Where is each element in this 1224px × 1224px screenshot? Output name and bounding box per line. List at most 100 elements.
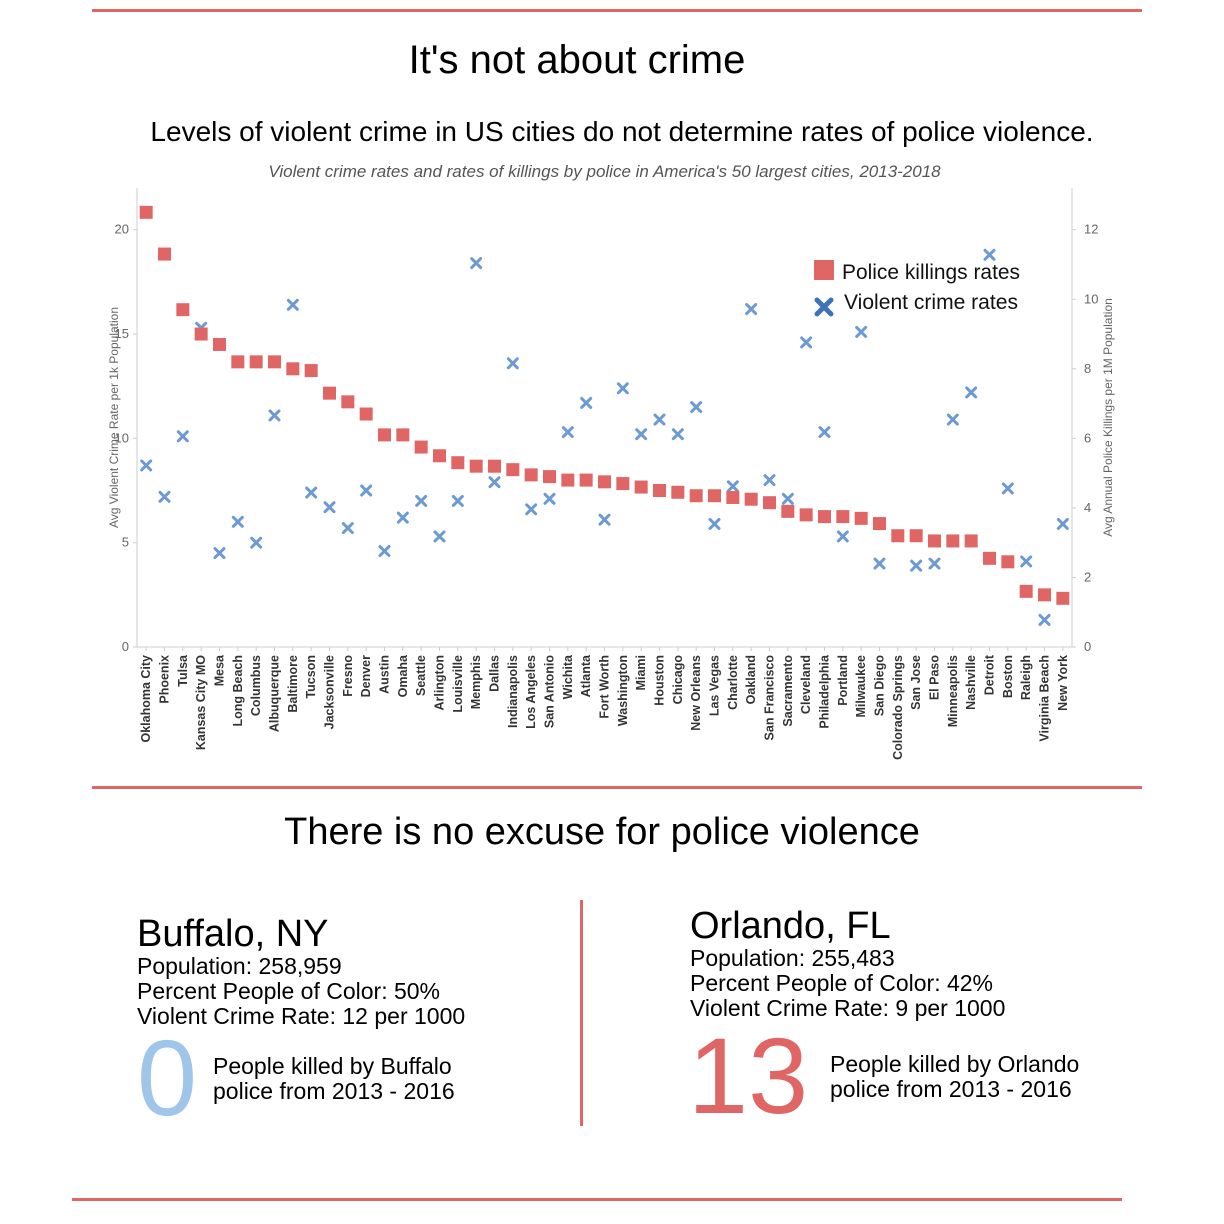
crime-rate-point xyxy=(690,401,703,414)
x-tick-label: Wichita xyxy=(561,654,575,699)
x-tick-label: Memphis xyxy=(469,655,483,709)
x-tick-label: Louisville xyxy=(451,655,465,713)
x-tick-label: Indianapolis xyxy=(506,655,520,728)
x-tick-label: Philadelphia xyxy=(818,654,832,729)
police-killings-point xyxy=(799,508,813,522)
police-killings-point xyxy=(1056,591,1070,605)
right-tick-label: 6 xyxy=(1084,430,1091,445)
police-killings-point xyxy=(708,489,721,503)
killed-caption-line: People killed by Buffalo xyxy=(213,1053,452,1079)
x-tick-label: Colorado Springs xyxy=(891,655,905,760)
police-killings-point xyxy=(946,534,960,548)
police-killings-point xyxy=(1001,555,1015,569)
crime-rate-point xyxy=(800,336,813,349)
crime-rate-point xyxy=(158,490,171,503)
crime-rate-point xyxy=(580,396,593,409)
x-tick-label: Raleigh xyxy=(1019,655,1033,700)
legend-killings-label: Police killings rates xyxy=(842,261,1020,284)
crime-rate-point xyxy=(415,494,428,507)
police-killings-point xyxy=(378,428,391,442)
crime-rate-point xyxy=(231,515,244,528)
x-tick-label: Washington xyxy=(616,655,630,726)
x-tick-label: Seattle xyxy=(414,655,428,696)
legend-crime-label: Violent crime rates xyxy=(844,291,1018,314)
x-tick-label: Oklahoma City xyxy=(139,655,153,743)
crime-rate-point xyxy=(323,501,336,514)
police-killings-point xyxy=(561,473,575,487)
police-killings-point xyxy=(964,534,978,548)
police-killings-point xyxy=(854,511,868,525)
crime-rate-point xyxy=(213,547,226,560)
police-killings-point xyxy=(213,337,226,351)
police-killings-point xyxy=(818,510,831,524)
city-crime-rate: Violent Crime Rate: 12 per 1000 xyxy=(137,1003,466,1029)
x-tick-label: Oakland xyxy=(744,655,758,704)
crime-rate-point xyxy=(708,517,721,530)
x-tick-label: Chicago xyxy=(671,655,685,705)
crime-rate-point xyxy=(928,557,941,570)
crime-rate-point xyxy=(855,325,868,338)
police-killings-point xyxy=(286,362,300,376)
x-tick-label: San Diego xyxy=(873,655,887,716)
section-title: There is no excuse for police violence xyxy=(284,811,920,853)
top-rule xyxy=(92,9,1142,12)
police-killings-point xyxy=(653,484,666,498)
chart-title: Violent crime rates and rates of killing… xyxy=(268,162,941,181)
crime-rate-point xyxy=(451,494,464,507)
crime-rate-point xyxy=(726,480,739,493)
middle-rule xyxy=(92,786,1142,789)
crime-rate-point xyxy=(176,430,189,443)
scatter-chart: Violent crime rates and rates of killing… xyxy=(107,162,1115,760)
crime-rate-point xyxy=(250,536,263,549)
police-killings-point xyxy=(671,485,685,499)
police-killings-point xyxy=(414,440,428,454)
x-tick-label: Albuquerque xyxy=(268,655,282,732)
police-killings-point xyxy=(891,529,905,543)
police-killings-point xyxy=(341,395,355,409)
x-tick-label: Los Angeles xyxy=(524,655,538,729)
crime-rate-point xyxy=(396,511,409,524)
crime-rate-point xyxy=(946,413,959,426)
left-tick-label: 10 xyxy=(115,430,129,445)
police-killings-point xyxy=(488,459,501,473)
x-tick-label: Fresno xyxy=(341,655,355,697)
crime-rate-point xyxy=(525,503,538,516)
bottom-rule xyxy=(72,1198,1122,1201)
police-killings-point xyxy=(524,468,538,482)
city-population: Population: 258,959 xyxy=(137,953,342,979)
page-title: It's not about crime xyxy=(408,38,746,82)
crime-rate-point xyxy=(1056,517,1069,530)
x-tick-label: Austin xyxy=(378,655,392,694)
vertical-divider xyxy=(580,900,583,1126)
police-killings-point xyxy=(176,303,190,317)
police-killings-point xyxy=(139,205,153,219)
legend-killings-swatch xyxy=(814,260,834,280)
x-tick-label: New Orleans xyxy=(689,655,703,731)
police-killings-point xyxy=(268,355,281,369)
city-population: Population: 255,483 xyxy=(690,945,895,971)
right-axis-label: Avg Annual Police Killings per 1M Popula… xyxy=(1101,298,1115,537)
police-killings-point xyxy=(726,490,740,504)
crime-rate-point xyxy=(1020,555,1033,568)
killed-count-buffalo: 0 xyxy=(137,1017,198,1138)
police-killings-point xyxy=(983,551,996,565)
crime-rate-point xyxy=(818,426,831,439)
police-killings-point xyxy=(689,489,703,503)
crime-rate-point xyxy=(653,413,666,426)
police-killings-point xyxy=(598,475,611,489)
police-killings-point xyxy=(359,407,373,421)
crime-rate-point xyxy=(433,530,446,543)
killed-caption-line: People killed by Orlando xyxy=(830,1051,1080,1077)
crime-rate-point xyxy=(561,426,574,439)
crime-rate-point xyxy=(1001,482,1014,495)
x-tick-label: Cleveland xyxy=(799,655,813,714)
city-poc: Percent People of Color: 42% xyxy=(690,970,994,996)
crime-rate-point xyxy=(140,459,153,472)
right-tick-label: 12 xyxy=(1084,222,1098,237)
police-killings-point xyxy=(506,463,520,477)
right-tick-label: 0 xyxy=(1084,639,1091,654)
x-tick-label: Atlanta xyxy=(579,654,593,697)
x-tick-label: Las Vegas xyxy=(708,655,722,716)
x-tick-label: Minneapolis xyxy=(946,655,960,727)
x-tick-label: Arlington xyxy=(433,655,447,711)
